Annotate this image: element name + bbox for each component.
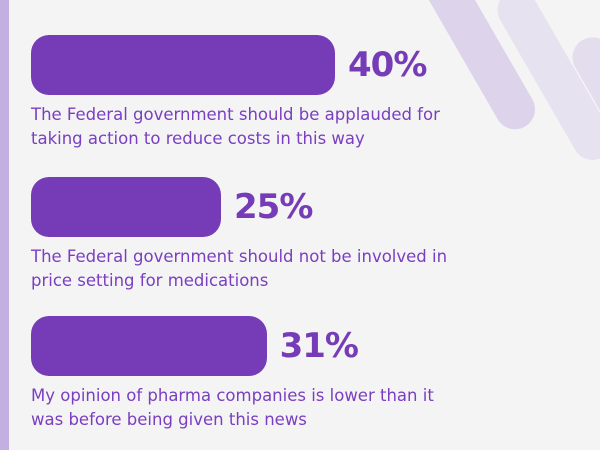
bar	[31, 35, 335, 95]
bar-value-label: 31%	[279, 326, 359, 366]
bar-row: 25% The Federal government should not be …	[31, 177, 471, 293]
bar-category-label: My opinion of pharma companies is lower …	[31, 386, 434, 429]
bar-category-label: The Federal government should be applaud…	[31, 105, 440, 148]
bar	[31, 177, 221, 237]
bar-row: 40% The Federal government should be appl…	[31, 35, 471, 151]
bar-row: 31% My opinion of pharma companies is low…	[31, 316, 471, 432]
bar-category-label: The Federal government should not be inv…	[31, 247, 448, 290]
bar	[31, 316, 267, 376]
bar-value-label: 25%	[234, 187, 313, 227]
bar-value-label: 40%	[348, 45, 427, 85]
left-accent-stripe	[0, 0, 9, 450]
